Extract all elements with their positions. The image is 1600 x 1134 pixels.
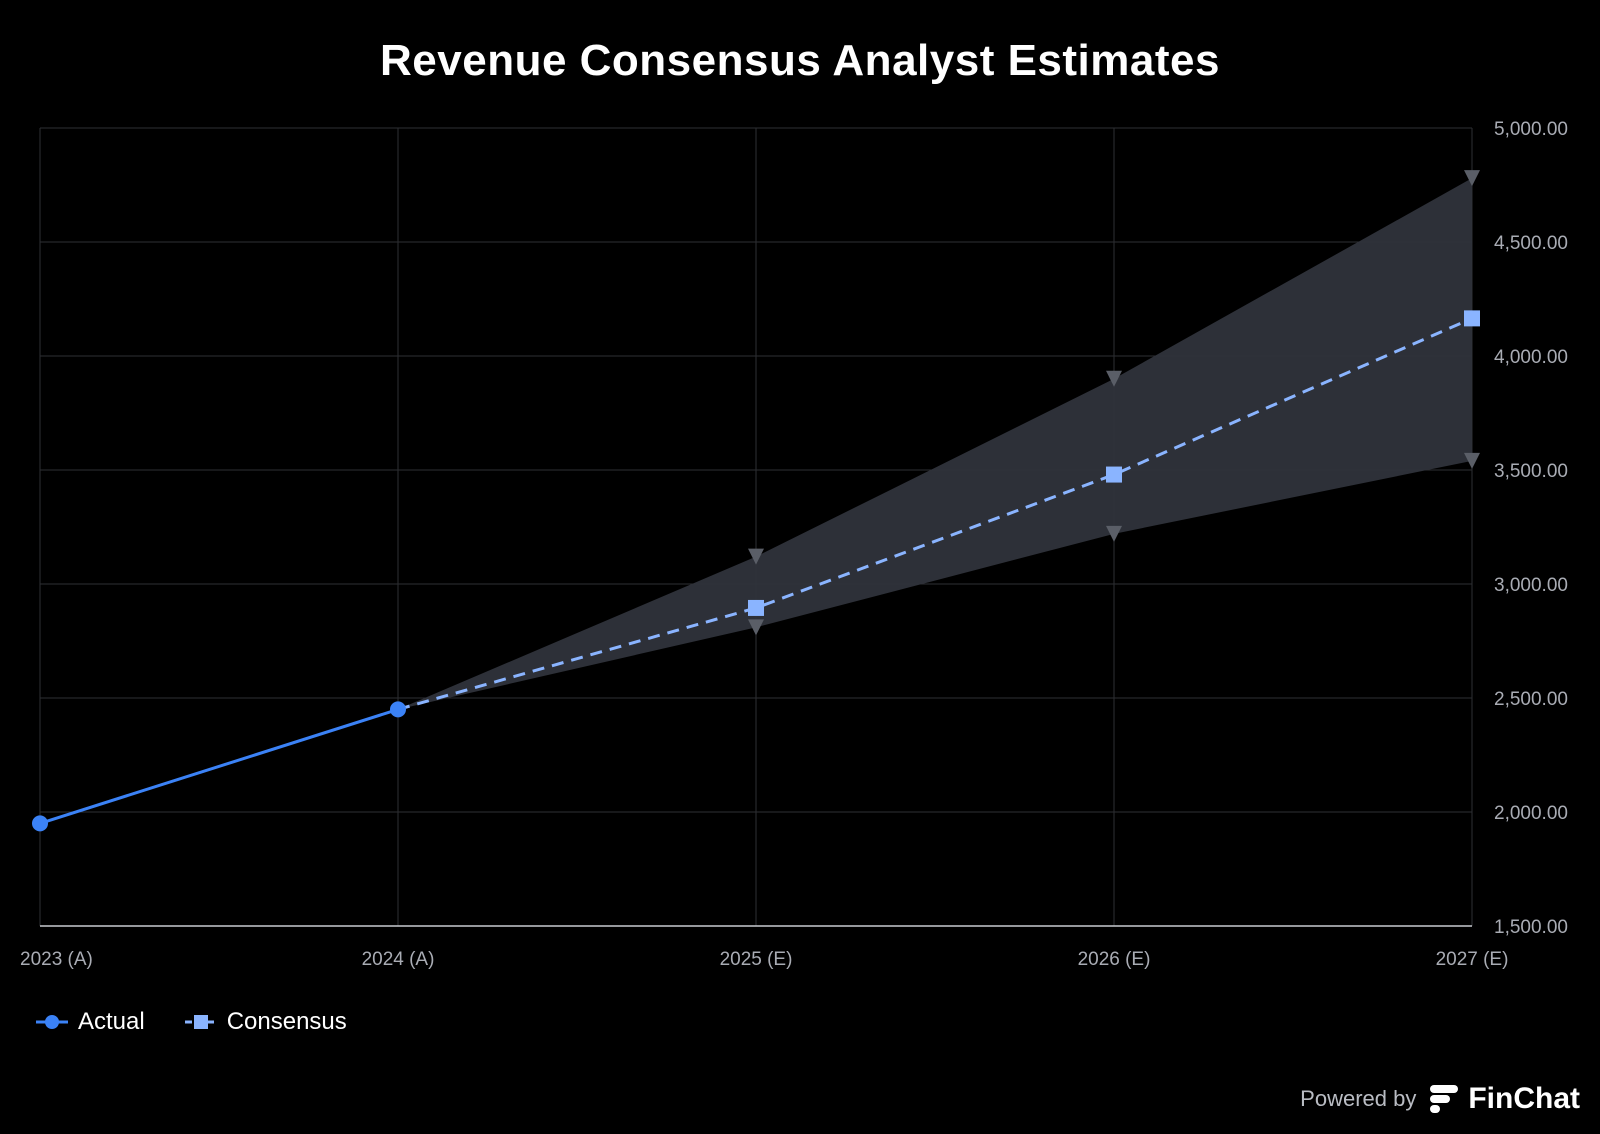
x-tick-label: 2025 (E) [720, 949, 793, 970]
series-line-consensus [397, 317, 1473, 711]
estimate-high-marker[interactable] [748, 548, 764, 565]
chart-title: Revenue Consensus Analyst Estimates [380, 36, 1220, 85]
estimate-low-marker[interactable] [1464, 452, 1480, 469]
y-tick-label: 1,500.00 [1494, 917, 1568, 938]
finchat-brand-name: FinChat [1468, 1082, 1580, 1115]
series-line-actual [39, 707, 399, 825]
y-tick-label: 2,000.00 [1494, 803, 1568, 824]
legend-actual-marker-icon [36, 1015, 68, 1029]
finchat-logo-icon [1430, 1085, 1459, 1113]
y-tick-label: 3,500.00 [1494, 461, 1568, 482]
legend-label-consensus: Consensus [226, 1008, 347, 1035]
y-tick-label: 4,500.00 [1494, 233, 1568, 254]
data-point-actual[interactable] [32, 815, 48, 832]
legend-consensus-marker-icon [184, 1015, 217, 1029]
data-point-consensus[interactable] [748, 599, 764, 616]
y-tick-label: 5,000.00 [1494, 119, 1568, 140]
legend-label-actual: Actual [78, 1008, 145, 1035]
x-tick-label: 2024 (A) [362, 949, 435, 970]
y-tick-label: 3,000.00 [1494, 575, 1568, 596]
powered-by-text: Powered by [1300, 1086, 1417, 1111]
y-tick-label: 4,000.00 [1494, 347, 1568, 368]
estimate-low-marker[interactable] [748, 619, 764, 636]
estimate-low-marker[interactable] [1106, 525, 1122, 542]
x-tick-label: 2027 (E) [1436, 949, 1509, 970]
data-point-consensus[interactable] [1106, 466, 1122, 483]
x-tick-label: 2026 (E) [1078, 949, 1151, 970]
legend-item-actual[interactable]: Actual [36, 1008, 145, 1036]
estimate-range-band [398, 178, 1472, 710]
legend-item-consensus[interactable]: Consensus [184, 1008, 347, 1036]
data-point-actual[interactable] [390, 701, 406, 718]
data-point-consensus[interactable] [1464, 310, 1480, 327]
finchat-logo[interactable]: FinChat [1428, 1082, 1580, 1116]
estimate-high-marker[interactable] [1464, 170, 1480, 187]
estimate-high-marker[interactable] [1106, 370, 1122, 387]
footer: Powered by FinChat [1300, 1082, 1580, 1116]
chart-legend: Actual Consensus [36, 1008, 347, 1036]
y-tick-label: 2,500.00 [1494, 689, 1568, 710]
x-tick-label: 2023 (A) [20, 949, 93, 970]
